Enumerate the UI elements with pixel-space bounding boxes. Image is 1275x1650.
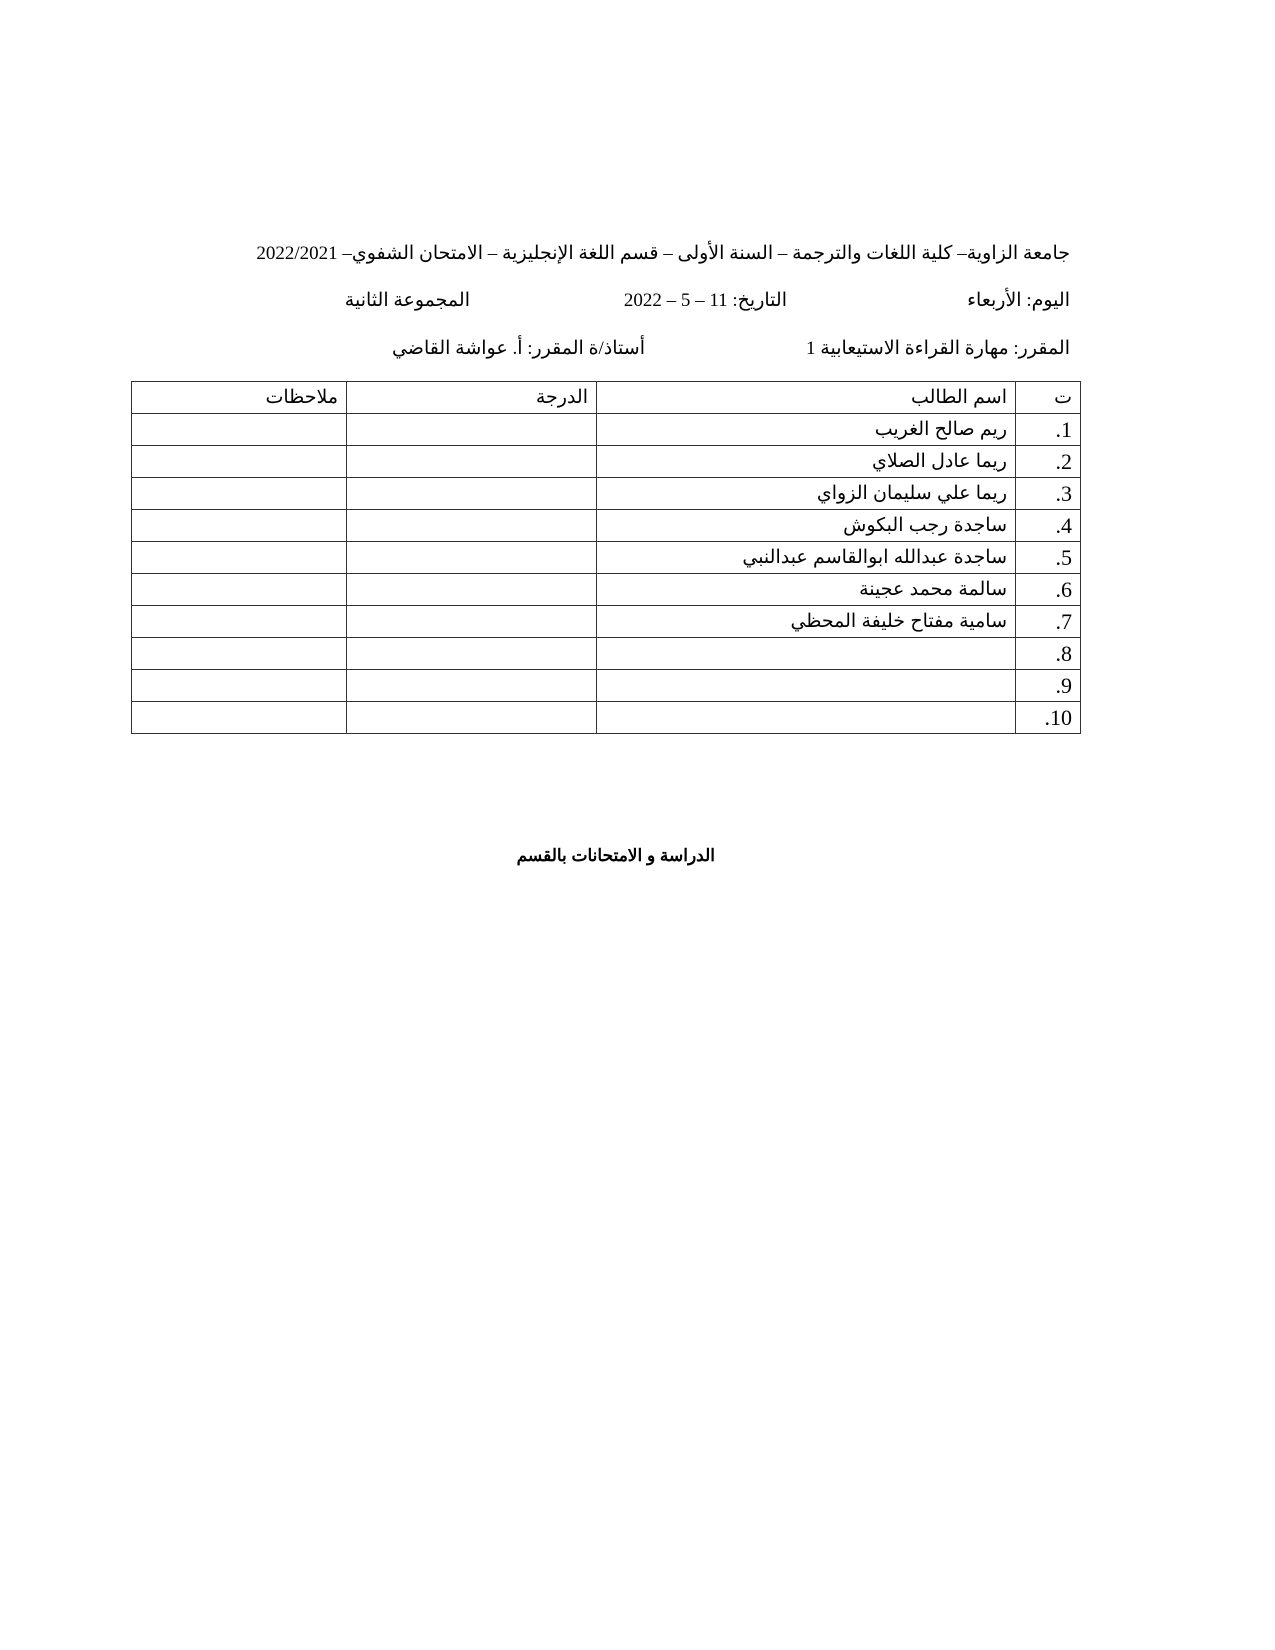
student-name [596,669,1016,702]
row-number: 8. [1015,637,1081,670]
notes-cell [131,541,347,574]
date-label: التاريخ: 11 – 5 – 2022 [623,290,787,311]
student-name: ريما علي سليمان الزواي [596,477,1016,510]
grade-cell [346,605,597,638]
document-title: جامعة الزاوية– كلية اللغات والترجمة – ال… [256,243,1070,264]
student-name: ريم صالح الغريب [596,413,1016,446]
student-name: ساجدة عبدالله ابوالقاسم عبدالنبي [596,541,1016,574]
grade-cell [346,701,597,734]
header-notes: ملاحظات [131,381,347,414]
table-row: 2. ريما عادل الصلاي [131,445,1081,478]
grade-cell [346,509,597,542]
day-label: اليوم: الأربعاء [967,290,1070,311]
row-number: 7. [1015,605,1081,638]
notes-cell [131,445,347,478]
grade-cell [346,637,597,670]
student-name: ريما عادل الصلاي [596,445,1016,478]
grade-cell [346,413,597,446]
header-grade: الدرجة [346,381,597,414]
header-number: ت [1015,381,1081,414]
row-number: 6. [1015,573,1081,606]
table-header-row: ت اسم الطالب الدرجة ملاحظات [131,381,1081,414]
table-row: 4. ساجدة رجب البكوش [131,509,1081,542]
footer-department: الدراسة و الامتحانات بالقسم [516,846,715,865]
notes-cell [131,413,347,446]
row-number: 10. [1015,701,1081,734]
instructor-label: أستاذ/ة المقرر: أ. عواشة القاضي [391,338,645,359]
row-number: 3. [1015,477,1081,510]
grade-cell [346,541,597,574]
student-name [596,637,1016,670]
table-row: 1. ريم صالح الغريب [131,413,1081,446]
notes-cell [131,477,347,510]
table-row: 10. [131,701,1081,734]
notes-cell [131,605,347,638]
row-number: 9. [1015,669,1081,702]
notes-cell [131,701,347,734]
table-row: 7. سامية مفتاح خليفة المحظي [131,605,1081,638]
row-number: 2. [1015,445,1081,478]
row-number: 5. [1015,541,1081,574]
student-name: ساجدة رجب البكوش [596,509,1016,542]
course-label: المقرر: مهارة القراءة الاستيعابية 1 [806,338,1070,359]
header-student-name: اسم الطالب [596,381,1016,414]
notes-cell [131,573,347,606]
row-number: 1. [1015,413,1081,446]
student-name [596,701,1016,734]
student-name: سامية مفتاح خليفة المحظي [596,605,1016,638]
table-row: 3. ريما علي سليمان الزواي [131,477,1081,510]
table-row: 6. سالمة محمد عجينة [131,573,1081,606]
notes-cell [131,509,347,542]
notes-cell [131,669,347,702]
row-number: 4. [1015,509,1081,542]
grade-cell [346,669,597,702]
grades-table: ت اسم الطالب الدرجة ملاحظات 1. ريم صالح ا… [131,381,1081,734]
table-row: 9. [131,669,1081,702]
student-name: سالمة محمد عجينة [596,573,1016,606]
notes-cell [131,637,347,670]
table-row: 8. [131,637,1081,670]
grade-cell [346,573,597,606]
grade-cell [346,477,597,510]
grade-cell [346,445,597,478]
group-label: المجموعة الثانية [344,290,470,311]
table-row: 5. ساجدة عبدالله ابوالقاسم عبدالنبي [131,541,1081,574]
